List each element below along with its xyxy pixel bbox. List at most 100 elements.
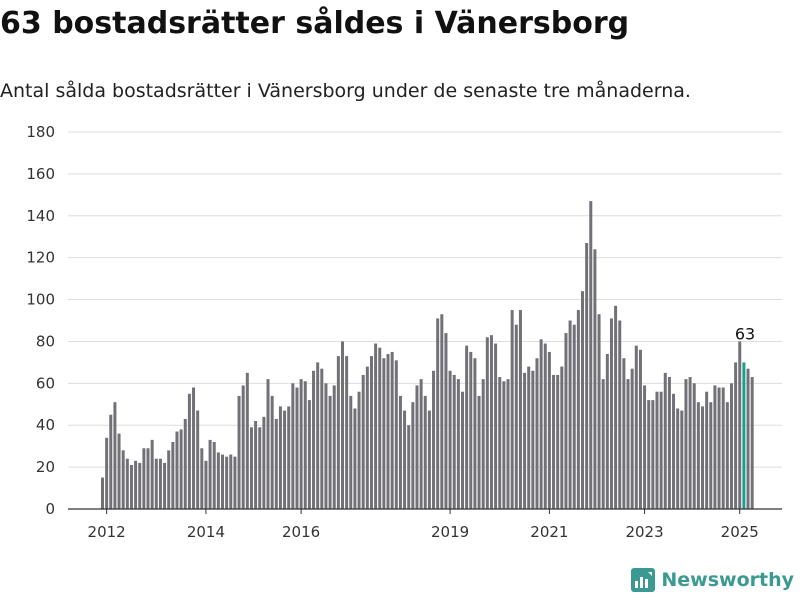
y-tick-label: 0 — [45, 500, 55, 518]
bar — [494, 343, 498, 509]
bar — [684, 379, 688, 509]
bar — [365, 366, 369, 509]
bar — [734, 362, 738, 509]
bar — [514, 324, 518, 509]
bar — [221, 454, 224, 509]
bar — [444, 333, 448, 509]
y-tick-label: 160 — [26, 165, 55, 183]
bars — [101, 201, 754, 510]
y-tick-label: 100 — [26, 291, 55, 309]
bar — [721, 387, 725, 509]
bar — [609, 318, 613, 509]
bar — [369, 356, 373, 509]
bar-highlight — [742, 362, 746, 509]
brand-name: Newsworthy — [661, 569, 794, 591]
annotations: 63 — [735, 324, 755, 343]
data-label: 63 — [735, 324, 755, 343]
y-tick-label: 120 — [26, 249, 55, 267]
x-tick-label: 2025 — [721, 523, 759, 541]
x-tick-label: 2016 — [282, 523, 320, 541]
bar — [518, 310, 522, 509]
bar — [125, 458, 129, 509]
bar — [696, 402, 700, 509]
bar — [705, 391, 709, 509]
x-tick-label: 2021 — [530, 523, 568, 541]
bar — [336, 356, 340, 509]
bar — [324, 383, 328, 509]
bar — [374, 343, 378, 509]
bar — [134, 460, 138, 509]
bar — [332, 385, 336, 509]
bar — [543, 343, 547, 509]
bar — [142, 448, 146, 509]
bar — [581, 291, 585, 509]
bar — [461, 391, 465, 509]
bar — [655, 391, 659, 509]
bar — [452, 374, 456, 509]
bar — [564, 333, 568, 509]
bar — [254, 421, 258, 509]
bar — [688, 377, 692, 509]
bar — [167, 450, 171, 509]
bar — [150, 439, 154, 509]
bar — [659, 391, 663, 509]
bar — [200, 448, 204, 509]
bar — [597, 314, 601, 509]
bar — [175, 431, 179, 509]
bar — [129, 465, 133, 509]
bar — [465, 345, 469, 509]
bar — [667, 377, 671, 509]
bar — [171, 441, 175, 509]
bar — [481, 379, 485, 509]
bar — [270, 395, 274, 509]
bar — [456, 379, 460, 509]
bar — [423, 395, 427, 509]
bar — [113, 402, 117, 509]
bar — [572, 324, 576, 509]
bar — [432, 370, 436, 509]
bar — [614, 305, 618, 509]
bar — [316, 362, 320, 509]
bar — [502, 381, 506, 509]
bar — [506, 379, 510, 509]
bar — [440, 314, 444, 509]
bar — [398, 395, 402, 509]
bar — [262, 416, 266, 509]
bar — [204, 460, 208, 509]
bar — [746, 368, 750, 509]
bar — [179, 429, 183, 509]
bar — [295, 387, 299, 509]
bar — [196, 410, 200, 509]
bar — [109, 414, 113, 509]
newsworthy-logo-icon — [631, 568, 656, 592]
bar — [390, 351, 394, 509]
bar — [750, 377, 754, 509]
bar — [241, 385, 245, 509]
bar — [303, 381, 307, 509]
bar — [225, 456, 229, 509]
bar — [287, 406, 291, 509]
bar — [427, 410, 431, 509]
bar — [717, 387, 721, 509]
bar — [589, 201, 593, 509]
bar — [725, 402, 729, 509]
bar — [117, 433, 121, 509]
bar — [585, 243, 589, 509]
bar — [237, 395, 241, 509]
bar — [249, 427, 253, 509]
x-tick-label: 2014 — [187, 523, 225, 541]
bar — [403, 410, 407, 509]
brand-logo[interactable]: Newsworthy — [631, 568, 794, 592]
bar — [738, 341, 742, 509]
y-tick-label: 40 — [36, 416, 55, 434]
bar — [643, 385, 647, 509]
bar — [283, 410, 287, 509]
bar — [638, 349, 642, 509]
bar — [489, 335, 493, 509]
bar — [593, 249, 597, 510]
bar — [216, 452, 220, 509]
bar — [101, 477, 104, 509]
bar — [531, 370, 535, 509]
bar — [630, 368, 634, 509]
bar — [394, 360, 398, 509]
